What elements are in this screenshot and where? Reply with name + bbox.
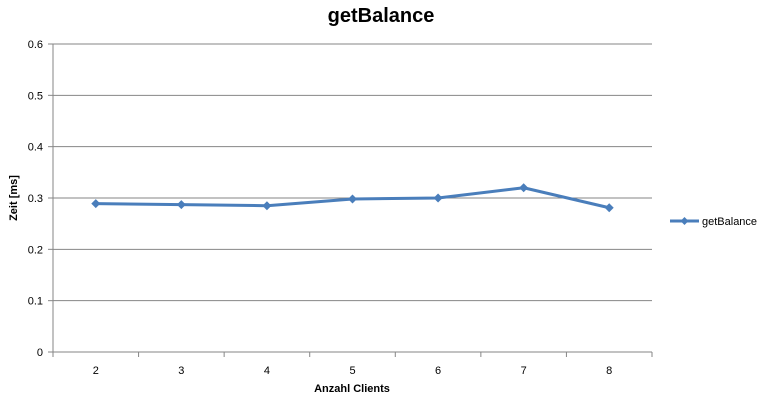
legend-marker <box>680 217 689 225</box>
y-tick-label: 0.5 <box>28 90 43 102</box>
gridlines <box>53 43 652 302</box>
data-point <box>604 203 614 213</box>
x-tick-label: 3 <box>178 365 184 377</box>
legend: getBalance <box>670 216 757 228</box>
y-axis-label: Zeit [ms] <box>8 175 20 221</box>
data-point <box>433 193 443 203</box>
chart-title: getBalance <box>328 5 435 27</box>
x-tick-label: 2 <box>93 365 99 377</box>
x-tick-label: 6 <box>435 365 441 377</box>
legend-label: getBalance <box>702 216 757 228</box>
data-point <box>519 183 529 193</box>
y-tick-label: 0.2 <box>28 244 43 256</box>
x-axis-ticks: 2 3 4 5 6 7 8 <box>52 352 653 377</box>
series-getbalance <box>91 183 614 213</box>
x-tick-label: 7 <box>521 365 527 377</box>
data-point <box>91 199 101 209</box>
data-point <box>348 194 357 204</box>
x-tick-label: 4 <box>264 365 270 377</box>
x-axis-label: Anzahl Clients <box>314 383 390 395</box>
y-tick-label: 0.1 <box>28 296 43 308</box>
x-tick-label: 8 <box>606 365 612 377</box>
y-tick-label: 0.4 <box>28 142 43 154</box>
y-tick-label: 0 <box>37 347 43 359</box>
y-axis-ticks: 0 0.1 0.2 0.3 0.4 0.5 0.6 <box>28 39 53 359</box>
data-point <box>262 201 272 211</box>
y-tick-label: 0.3 <box>28 193 43 205</box>
x-tick-label: 5 <box>349 365 355 377</box>
axes <box>52 44 652 353</box>
y-tick-label: 0.6 <box>28 39 43 51</box>
data-point <box>176 200 186 210</box>
